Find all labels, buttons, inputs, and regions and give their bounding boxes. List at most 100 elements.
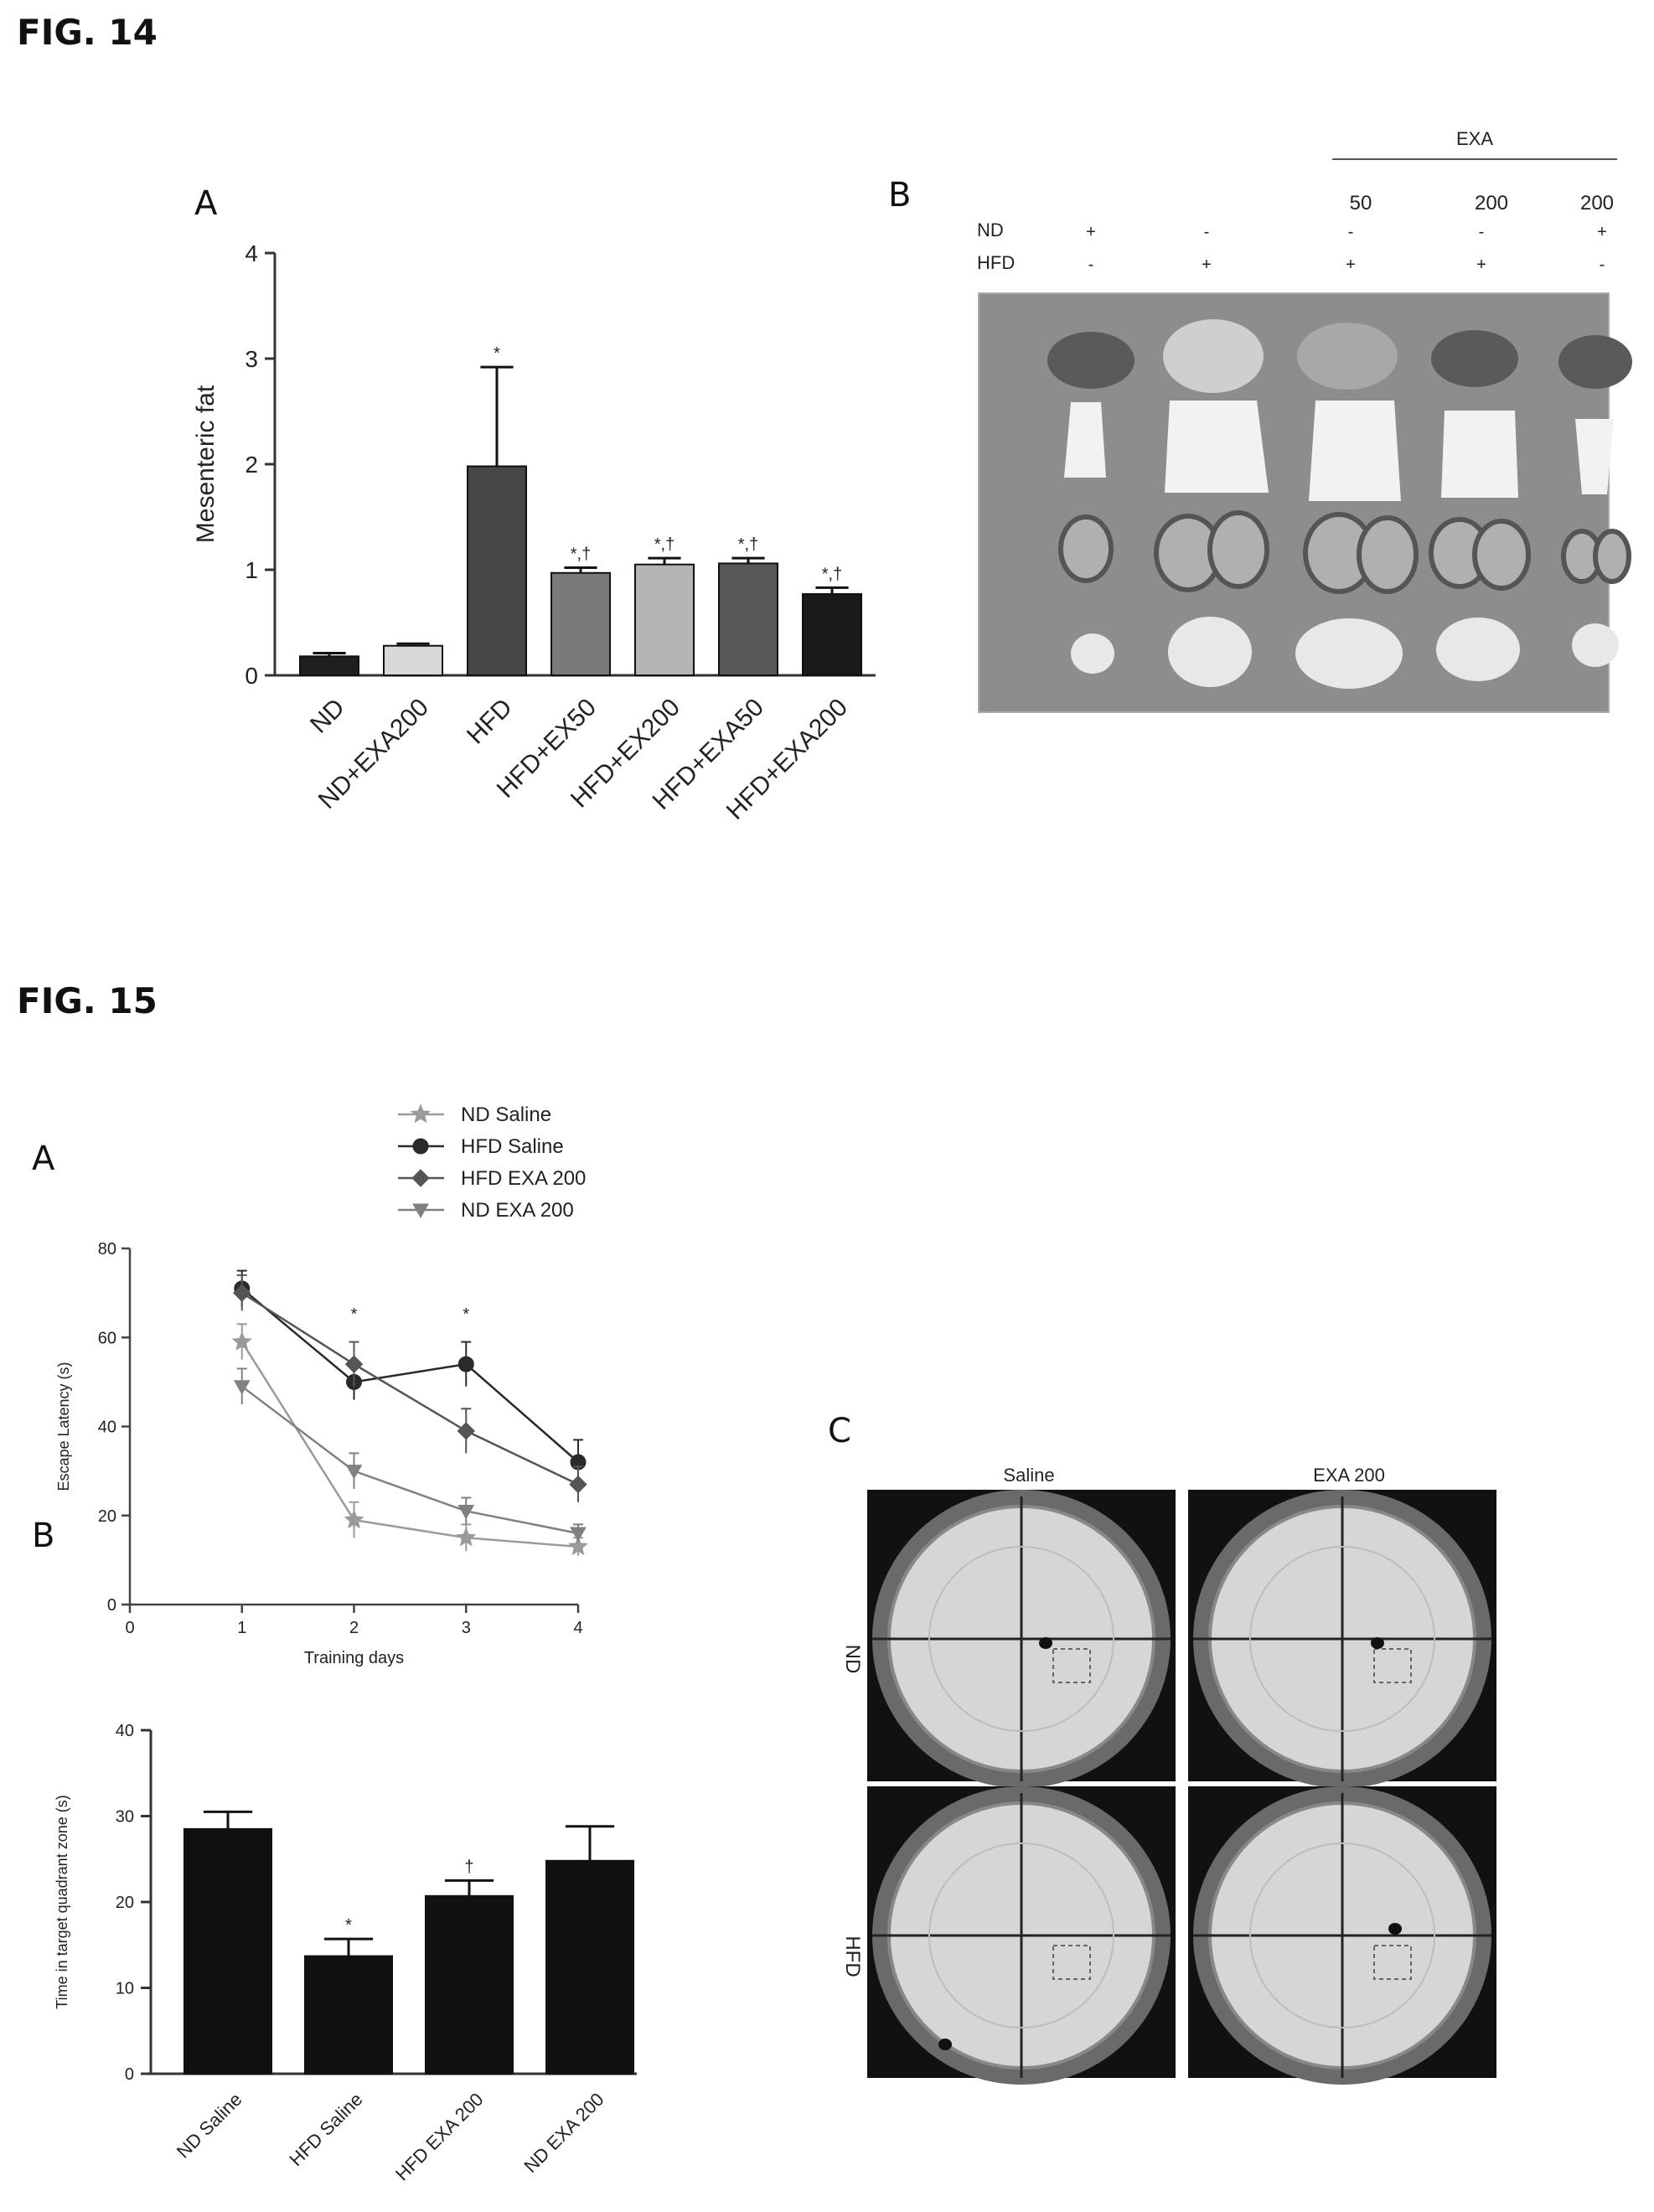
data-point (568, 1536, 588, 1556)
y-tick-label: 40 (116, 1722, 134, 1740)
fig14b-hfd-mark: - (1600, 256, 1605, 274)
fig14b-hfd-mark: + (1476, 256, 1486, 274)
series-nd-saline (231, 1323, 588, 1556)
fig14b-nd-mark: + (1597, 223, 1607, 241)
significance-mark: * (351, 1305, 358, 1324)
y-tick-label: 0 (245, 663, 258, 689)
fig14b-hfd-mark: + (1202, 256, 1212, 274)
legend-marker (412, 1203, 429, 1219)
y-tick-label: 0 (107, 1596, 116, 1615)
fig14b-dose-3: 200 (1580, 192, 1614, 214)
legend-entry: HFD Saline (461, 1135, 564, 1158)
platform-zone (1052, 1945, 1091, 1980)
data-point (344, 1355, 364, 1373)
legend-entry: HFD EXA 200 (461, 1167, 586, 1190)
x-tick-label: 1 (237, 1619, 246, 1637)
y-tick-label: 4 (245, 240, 258, 266)
bar (550, 571, 611, 677)
data-point (457, 1422, 475, 1440)
data-point (233, 1380, 251, 1395)
series-nd-exa-200 (233, 1367, 587, 1543)
fig15-title: FIG. 15 (17, 980, 158, 1021)
significance-mark: *,† (822, 565, 842, 583)
y-tick-label: 20 (116, 1894, 134, 1912)
y-tick-label: 60 (98, 1329, 116, 1347)
bar (425, 1894, 514, 2075)
platform-zone (1052, 1648, 1091, 1683)
data-point (569, 1475, 587, 1494)
fig14b-hfd-mark: + (1346, 256, 1356, 274)
y-tick-label: 80 (98, 1240, 116, 1258)
data-point (570, 1527, 587, 1543)
bar (802, 592, 862, 676)
series-line (240, 1341, 579, 1548)
fig15a-line-chart: 0 20 40 60 80 0 1 2 3 4 Training days Escape Latenc… (55, 1103, 588, 1667)
data-point (231, 1331, 252, 1351)
data-point (457, 1356, 474, 1372)
x-tick-label: 0 (125, 1619, 134, 1637)
swim-trace (1249, 1546, 1435, 1732)
x-tick-label: 3 (462, 1619, 471, 1637)
fig14b-nd-mark: + (1086, 223, 1096, 241)
fig14b-exa-label: EXA (1456, 128, 1493, 149)
data-point (345, 1465, 363, 1480)
fig14b-dose-1: 50 (1350, 192, 1372, 214)
legend-entry: ND EXA 200 (461, 1199, 574, 1222)
swim-trace-end (1388, 1923, 1402, 1935)
fig14b-row-nd: ND (977, 220, 1004, 240)
x-axis-label: Training days (304, 1649, 404, 1667)
fig14b-row-hfd: HFD (977, 252, 1015, 273)
significance-mark: *,† (654, 535, 675, 554)
bar (545, 1859, 634, 2075)
swim-trace-end (1039, 1637, 1052, 1649)
significance-mark: * (463, 1305, 469, 1324)
series-line (241, 1292, 579, 1486)
fig15c-col-exa200: EXA 200 (1313, 1465, 1385, 1486)
fig15c-row-hfd: HFD (841, 1936, 864, 1977)
data-point (456, 1527, 477, 1547)
fig14b-dose-2: 200 (1475, 192, 1508, 214)
y-tick-label: 40 (98, 1419, 116, 1437)
fig15-panel-b-letter: B (32, 1517, 55, 1555)
legend-entry: ND Saline (461, 1103, 551, 1126)
swim-trace-end (1371, 1637, 1384, 1649)
fig14b-nd-mark: - (1348, 223, 1354, 241)
bar (467, 465, 527, 677)
x-tick-label: 4 (573, 1619, 582, 1637)
fig14b-hfd-mark: - (1088, 256, 1094, 274)
fig14b-nd-mark: - (1479, 223, 1485, 241)
y-tick-label: 20 (98, 1507, 116, 1526)
fig15-panel-a-letter: A (32, 1140, 55, 1178)
y-tick-label: 3 (245, 346, 258, 372)
significance-mark: *,† (571, 545, 591, 563)
fig14-panel-b-letter: B (888, 176, 912, 214)
y-tick-label: 0 (125, 2065, 134, 2084)
fig14b-nd-mark: - (1204, 223, 1210, 241)
fig15-panel-c-letter: C (828, 1412, 851, 1450)
fig15c-row-nd: ND (841, 1645, 864, 1674)
significance-mark: *,† (738, 535, 758, 554)
bar (718, 562, 778, 676)
fig14-panel-a-letter: A (194, 184, 218, 223)
swim-trace (928, 1546, 1114, 1732)
y-tick-label: 30 (116, 1808, 134, 1827)
legend-marker (411, 1169, 430, 1187)
legend-marker (412, 1138, 429, 1155)
swim-trace-end (938, 2039, 952, 2050)
bar (183, 1827, 272, 2075)
swim-trace (1249, 1842, 1435, 2029)
data-point (233, 1284, 251, 1302)
significance-mark: * (494, 344, 500, 363)
y-axis-label: Mesenteric fat (192, 385, 220, 543)
fig14b-tissue-photo (978, 292, 1632, 713)
y-tick-label: 10 (116, 1980, 134, 1998)
y-axis-label: Time in target quadrant zone (s) (54, 1795, 70, 2008)
platform-zone (1373, 1648, 1412, 1683)
data-point (344, 1509, 364, 1529)
significance-mark: † (464, 1858, 473, 1876)
legend-marker (411, 1103, 431, 1124)
series-hfd-exa-200 (233, 1274, 587, 1502)
